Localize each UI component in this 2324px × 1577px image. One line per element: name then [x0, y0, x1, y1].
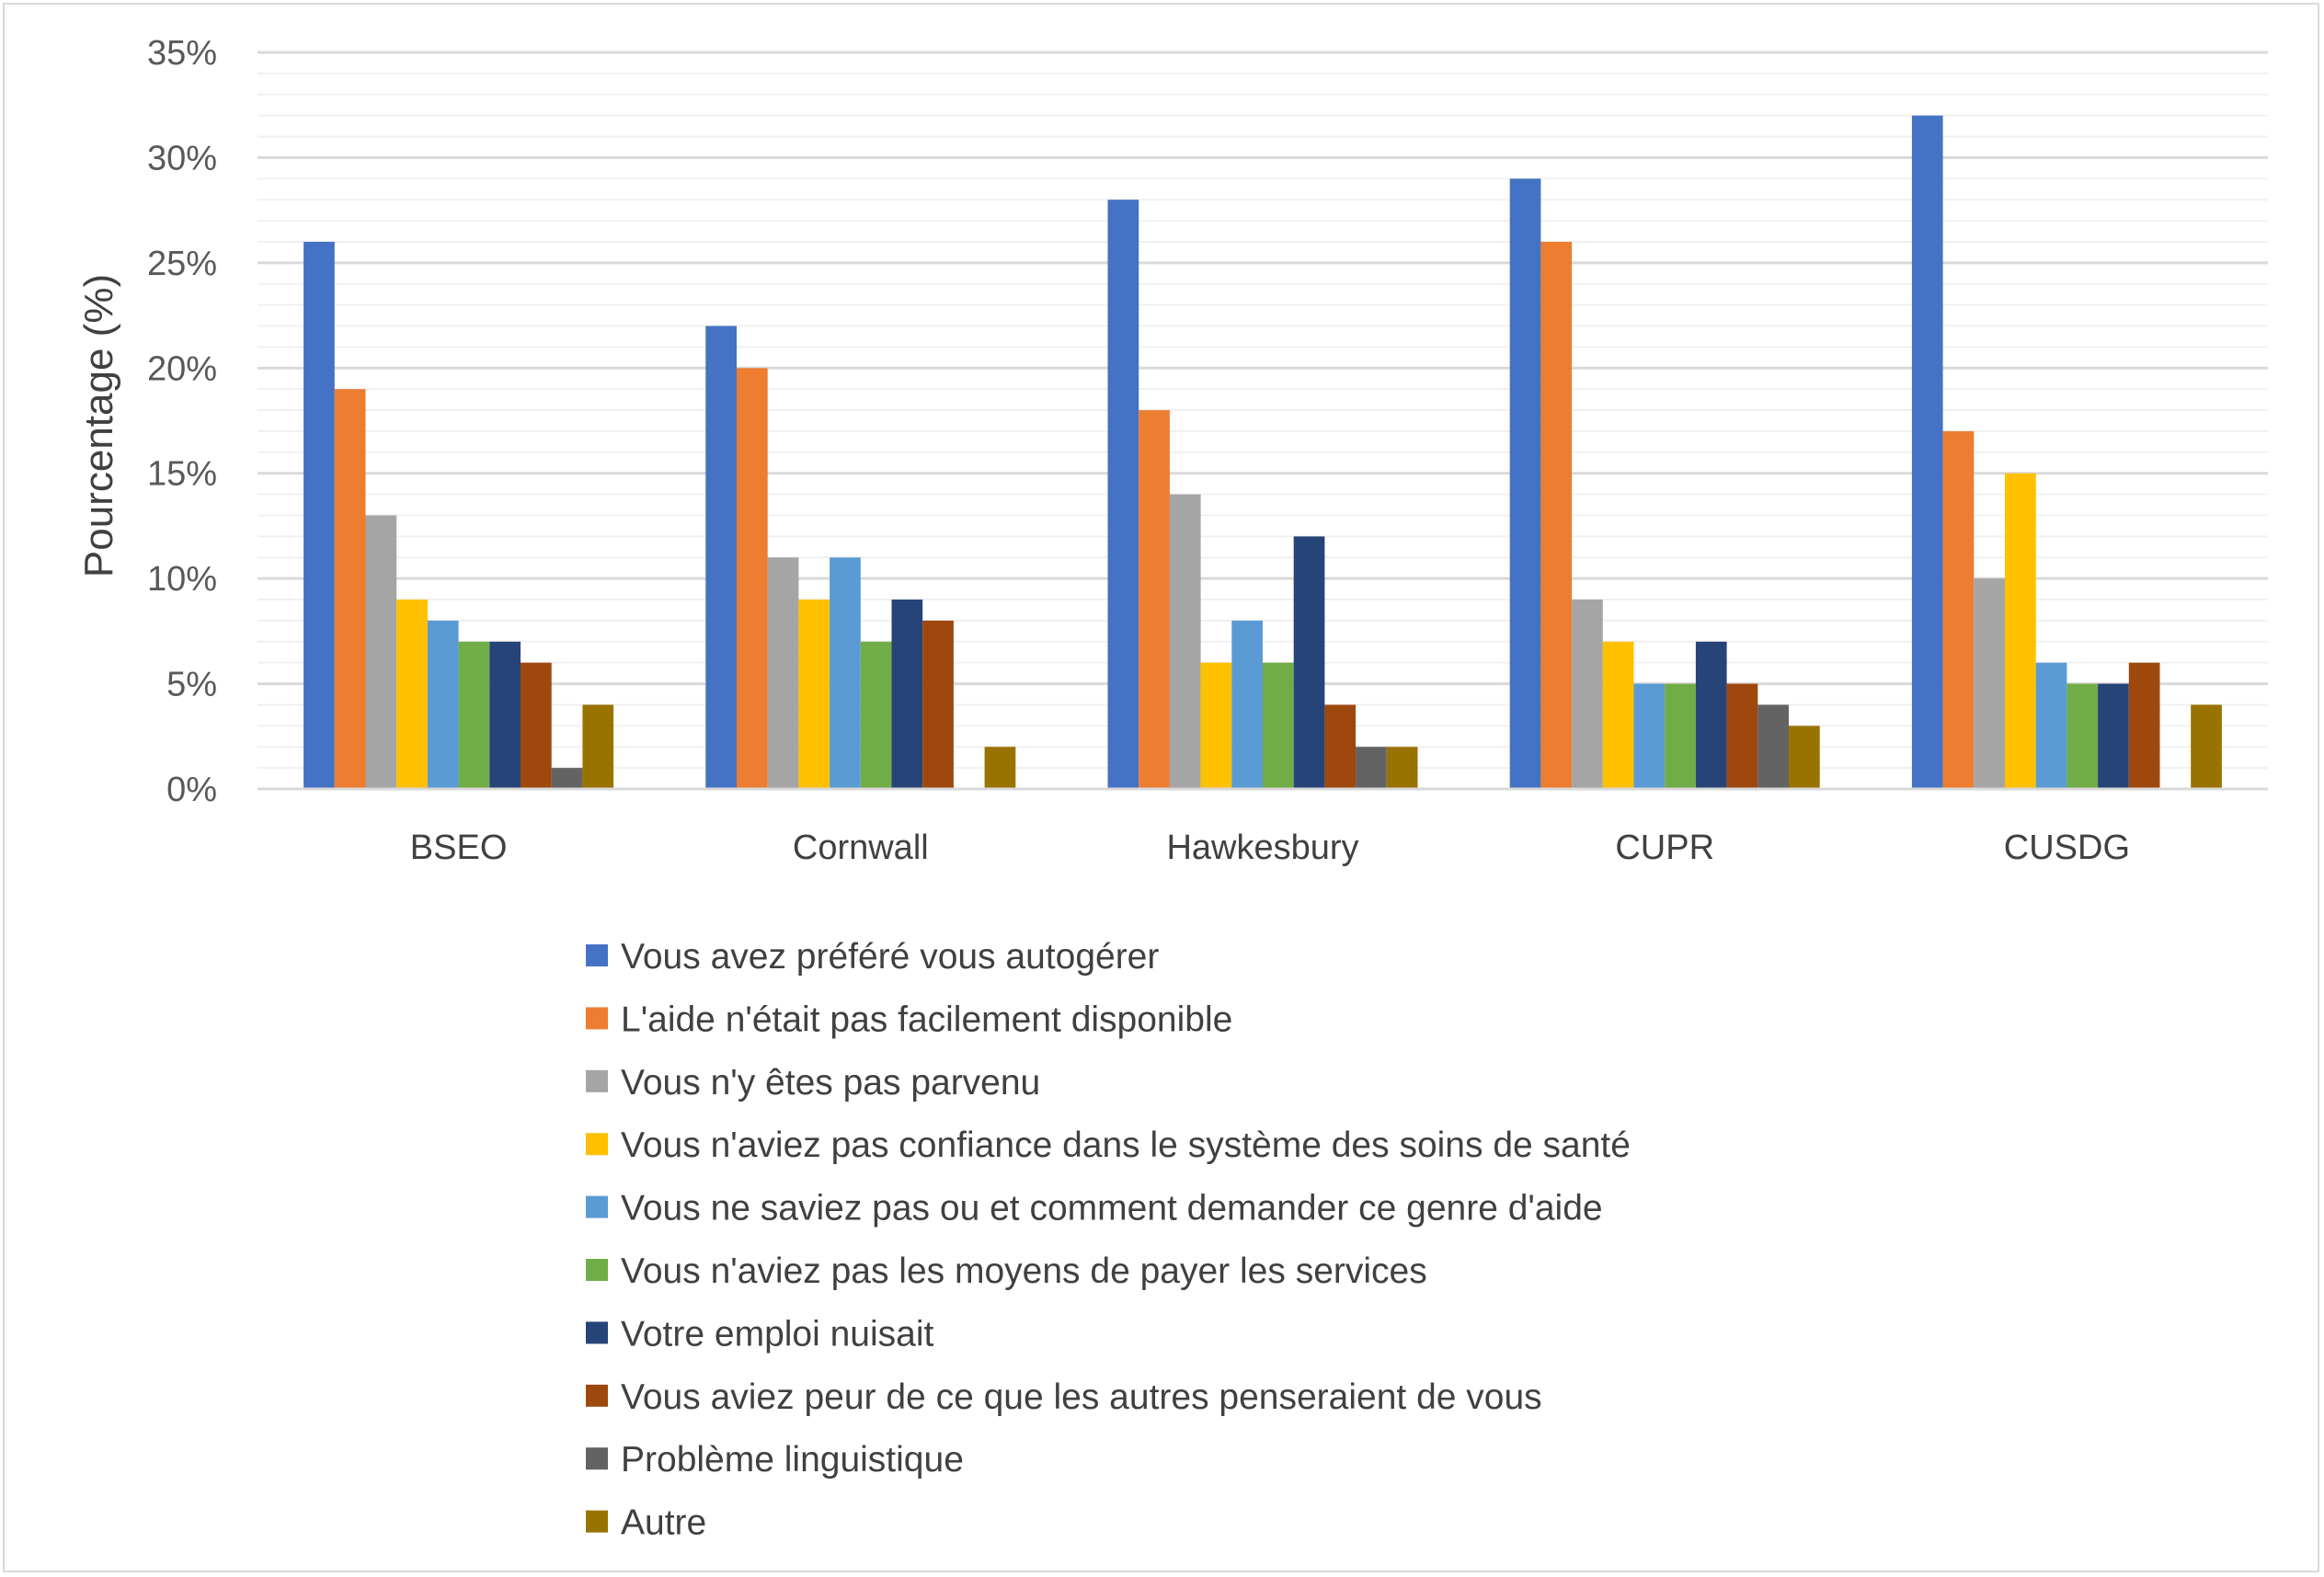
- bar: [2005, 473, 2036, 789]
- bar: [860, 641, 892, 789]
- y-tick-label: 35%: [147, 34, 217, 73]
- bar: [2191, 704, 2222, 789]
- bar: [2128, 662, 2160, 789]
- bar: [489, 641, 521, 789]
- bar: [1200, 662, 1232, 789]
- bar: [1324, 704, 1357, 789]
- bar: [984, 747, 1016, 789]
- bar: [1665, 683, 1696, 789]
- bar: [1293, 536, 1325, 789]
- bar: [891, 600, 923, 789]
- legend-swatch: [586, 1069, 608, 1092]
- bar: [2066, 683, 2099, 789]
- y-tick-label: 20%: [147, 349, 217, 388]
- legend-swatch: [586, 1195, 608, 1218]
- bar: [582, 704, 614, 789]
- legend-swatch: [586, 1510, 608, 1533]
- bar: [2098, 683, 2129, 789]
- bar: [798, 600, 830, 789]
- bar: [1540, 241, 1573, 789]
- legend-swatch: [586, 1007, 608, 1030]
- category-label: BSEO: [410, 828, 508, 867]
- bar: [1911, 115, 1943, 789]
- legend-swatch: [586, 1259, 608, 1281]
- bar: [1356, 747, 1387, 789]
- y-tick-label: 30%: [147, 139, 217, 177]
- bar: [303, 241, 335, 789]
- legend-label: Vous n'aviez pas les moyens de payer les…: [621, 1251, 1427, 1291]
- legend-label: Autre: [621, 1503, 706, 1543]
- legend-swatch: [586, 1133, 608, 1156]
- legend-label: Vous n'aviez pas confiance dans le systè…: [621, 1126, 1631, 1165]
- bar: [830, 557, 861, 789]
- category-label: CUPR: [1615, 828, 1714, 867]
- bar: [737, 368, 768, 789]
- y-tick-label: 25%: [147, 245, 217, 283]
- y-tick-label: 0%: [166, 771, 217, 809]
- bars: [303, 115, 2222, 790]
- legend-swatch: [586, 1321, 608, 1344]
- legend-label: Vous ne saviez pas ou et comment demande…: [621, 1189, 1603, 1228]
- bar: [365, 515, 397, 789]
- bar: [1695, 641, 1727, 789]
- y-tick-label: 15%: [147, 455, 217, 494]
- bar: [705, 326, 737, 789]
- bar: [1757, 704, 1789, 789]
- bar: [1386, 747, 1418, 789]
- bar: [1509, 178, 1541, 790]
- bar: [922, 620, 954, 789]
- bar: [396, 600, 428, 789]
- bar: [2035, 662, 2067, 789]
- bar: [1169, 494, 1201, 789]
- y-tick-label: 10%: [147, 560, 217, 599]
- legend-label: Vous aviez peur de ce que les autres pen…: [621, 1377, 1542, 1417]
- category-label: Hawkesbury: [1166, 828, 1358, 867]
- bar: [1633, 683, 1666, 789]
- y-tick-label: 5%: [166, 666, 217, 704]
- bar: [551, 768, 583, 789]
- legend-swatch: [586, 1384, 608, 1407]
- bar: [1263, 662, 1294, 789]
- bar: [1139, 410, 1170, 789]
- bar: [1726, 683, 1758, 789]
- y-axis-ticks: 0% 5% 10% 15% 20% 25% 30% 35%: [147, 34, 217, 809]
- legend-label: Vous n'y êtes pas parvenu: [621, 1063, 1040, 1103]
- category-label: Cornwall: [793, 828, 929, 867]
- bar: [767, 557, 799, 789]
- bar: [1231, 620, 1263, 789]
- bar: [458, 641, 490, 789]
- bar: [1789, 726, 1820, 789]
- category-labels: BSEO Cornwall Hawkesbury CUPR CUSDG: [410, 828, 2130, 867]
- bar: [521, 662, 552, 789]
- bar: [1572, 600, 1603, 789]
- bar: [1974, 578, 2005, 789]
- legend-label: L'aide n'était pas facilement disponible: [621, 1000, 1232, 1039]
- bar: [334, 389, 366, 789]
- y-axis-title: Pourcentage (%): [76, 274, 121, 577]
- legend-label: Problème linguistique: [621, 1440, 964, 1480]
- category-label: CUSDG: [2004, 828, 2130, 867]
- legend-swatch: [586, 944, 608, 966]
- legend-label: Votre emploi nuisait: [621, 1314, 934, 1354]
- legend-label: Vous avez préféré vous autogérer: [621, 937, 1159, 977]
- bar: [1107, 200, 1139, 789]
- bar: [1942, 430, 1975, 789]
- legend-swatch: [586, 1447, 608, 1470]
- bar: [427, 620, 459, 789]
- bar: [1602, 641, 1634, 789]
- legend: Vous avez préféré vous autogérer L'aide n…: [586, 937, 1631, 1543]
